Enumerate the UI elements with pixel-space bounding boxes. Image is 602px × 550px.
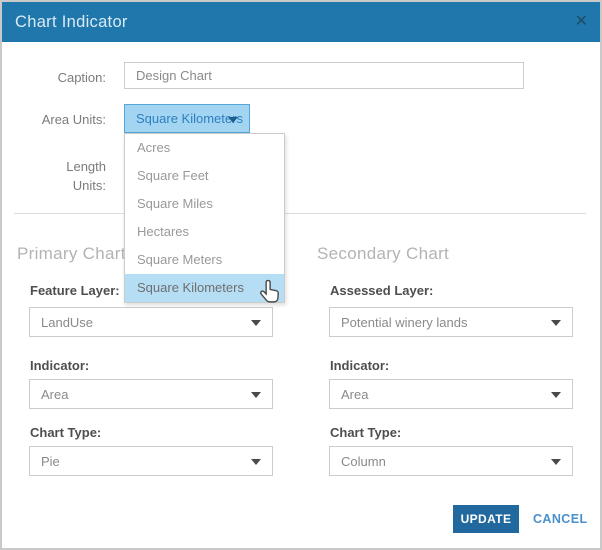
- secondary-indicator-value: Area: [341, 386, 369, 402]
- secondary-chart-type-label: Chart Type:: [330, 425, 402, 440]
- close-icon[interactable]: ✕: [574, 13, 588, 30]
- option-square-miles[interactable]: Square Miles: [137, 196, 213, 211]
- update-button[interactable]: UPDATE: [453, 505, 519, 533]
- area-units-label: Area Units:: [41, 112, 106, 127]
- assessed-layer-select[interactable]: Potential winery lands: [329, 307, 573, 337]
- length-units-label: Length Units:: [66, 159, 106, 193]
- secondary-chart-heading: Secondary Chart: [317, 244, 450, 263]
- primary-indicator-label: Indicator:: [30, 358, 90, 373]
- chevron-down-icon: [251, 392, 261, 398]
- caption-input[interactable]: [124, 62, 524, 89]
- option-square-meters[interactable]: Square Meters: [137, 252, 223, 267]
- primary-indicator-select[interactable]: Area: [29, 379, 273, 409]
- caption-label: Caption:: [57, 70, 106, 85]
- secondary-indicator-label: Indicator:: [330, 358, 390, 373]
- chevron-down-icon: [251, 320, 261, 326]
- section-divider: [14, 213, 586, 214]
- primary-chart-type-value: Pie: [41, 453, 60, 469]
- chevron-down-icon: [551, 320, 561, 326]
- secondary-chart-type-value: Column: [341, 453, 386, 469]
- primary-chart-type-label: Chart Type:: [30, 425, 102, 440]
- primary-chart-heading: Primary Chart: [17, 244, 126, 263]
- option-acres[interactable]: Acres: [137, 140, 171, 155]
- area-units-value: Square Kilometers: [136, 111, 243, 126]
- assessed-layer-label: Assessed Layer:: [330, 283, 434, 298]
- area-units-options-list: Acres Square Feet Square Miles Hectares …: [124, 133, 285, 303]
- chevron-down-icon: [551, 392, 561, 398]
- chevron-down-icon: [251, 459, 261, 465]
- area-units-select[interactable]: Square Kilometers: [124, 104, 250, 133]
- cancel-button[interactable]: CANCEL: [533, 512, 588, 526]
- option-square-feet[interactable]: Square Feet: [137, 168, 209, 183]
- feature-layer-select[interactable]: LandUse: [29, 307, 273, 337]
- feature-layer-value: LandUse: [41, 314, 94, 330]
- feature-layer-label: Feature Layer:: [30, 283, 120, 298]
- dialog-title: Chart Indicator: [15, 12, 128, 31]
- option-square-kilometers[interactable]: Square Kilometers: [125, 274, 284, 302]
- assessed-layer-value: Potential winery lands: [341, 314, 468, 330]
- secondary-chart-type-select[interactable]: Column: [329, 446, 573, 476]
- chevron-down-icon: [228, 116, 238, 123]
- secondary-indicator-select[interactable]: Area: [329, 379, 573, 409]
- primary-indicator-value: Area: [41, 386, 69, 402]
- option-hectares[interactable]: Hectares: [137, 224, 190, 239]
- chevron-down-icon: [551, 459, 561, 465]
- primary-chart-type-select[interactable]: Pie: [29, 446, 273, 476]
- dialog-titlebar: Chart Indicator ✕: [2, 2, 600, 42]
